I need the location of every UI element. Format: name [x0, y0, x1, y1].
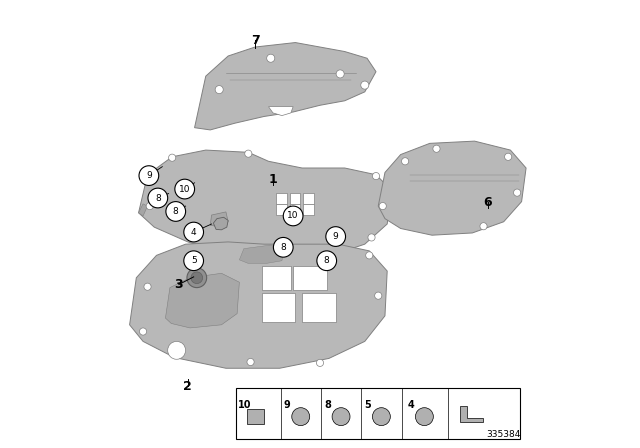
Text: 8: 8 — [324, 400, 331, 409]
Circle shape — [504, 153, 512, 160]
Text: 8: 8 — [155, 194, 161, 202]
FancyBboxPatch shape — [276, 193, 287, 204]
Circle shape — [191, 272, 203, 284]
Text: 8: 8 — [173, 207, 179, 216]
Text: 9: 9 — [333, 232, 339, 241]
Text: 10: 10 — [287, 211, 299, 220]
Circle shape — [365, 252, 373, 259]
Text: 5: 5 — [191, 256, 196, 265]
Circle shape — [267, 54, 275, 62]
FancyBboxPatch shape — [262, 293, 296, 322]
FancyBboxPatch shape — [303, 193, 314, 204]
Circle shape — [336, 70, 344, 78]
Circle shape — [372, 408, 390, 426]
Circle shape — [187, 268, 207, 288]
Text: 9: 9 — [146, 171, 152, 180]
Circle shape — [139, 166, 159, 185]
Polygon shape — [138, 204, 147, 216]
Text: 335384: 335384 — [486, 430, 521, 439]
Circle shape — [433, 145, 440, 152]
Polygon shape — [269, 107, 293, 116]
Text: 10: 10 — [238, 400, 252, 409]
Circle shape — [316, 359, 324, 366]
Circle shape — [168, 341, 186, 359]
Text: 4: 4 — [408, 400, 414, 409]
Circle shape — [332, 408, 350, 426]
Circle shape — [166, 202, 186, 221]
FancyBboxPatch shape — [236, 388, 520, 439]
FancyBboxPatch shape — [302, 293, 335, 322]
Circle shape — [415, 408, 433, 426]
FancyBboxPatch shape — [289, 204, 300, 215]
Circle shape — [215, 86, 223, 94]
FancyBboxPatch shape — [276, 204, 287, 215]
Text: 7: 7 — [251, 34, 259, 47]
Circle shape — [184, 222, 204, 242]
Polygon shape — [195, 43, 376, 130]
Circle shape — [292, 408, 310, 426]
FancyBboxPatch shape — [289, 193, 300, 204]
Circle shape — [326, 227, 346, 246]
Polygon shape — [378, 141, 526, 235]
Polygon shape — [213, 217, 228, 230]
Text: 1: 1 — [269, 172, 277, 186]
Polygon shape — [460, 406, 483, 422]
Circle shape — [168, 154, 176, 161]
Circle shape — [480, 223, 487, 230]
FancyBboxPatch shape — [262, 266, 291, 290]
Circle shape — [284, 206, 303, 226]
Text: 2: 2 — [184, 379, 192, 393]
Circle shape — [372, 172, 380, 180]
Polygon shape — [210, 212, 228, 226]
Text: 10: 10 — [179, 185, 191, 194]
Circle shape — [184, 251, 204, 271]
Text: 8: 8 — [324, 256, 330, 265]
Circle shape — [247, 358, 254, 366]
Circle shape — [140, 328, 147, 335]
Circle shape — [144, 283, 151, 290]
Text: 3: 3 — [175, 278, 183, 291]
Circle shape — [273, 237, 293, 257]
Circle shape — [361, 81, 369, 89]
Polygon shape — [129, 242, 387, 368]
FancyBboxPatch shape — [293, 266, 326, 290]
Polygon shape — [165, 273, 239, 328]
Text: 8: 8 — [280, 243, 286, 252]
Text: 9: 9 — [284, 400, 291, 409]
Circle shape — [374, 292, 382, 299]
Circle shape — [513, 189, 521, 196]
Circle shape — [379, 202, 387, 210]
Text: 5: 5 — [365, 400, 371, 409]
Circle shape — [368, 234, 375, 241]
FancyBboxPatch shape — [247, 409, 264, 424]
Text: 4: 4 — [191, 228, 196, 237]
Text: 6: 6 — [484, 196, 492, 209]
Circle shape — [401, 158, 409, 165]
Circle shape — [148, 188, 168, 208]
Polygon shape — [239, 245, 284, 263]
Circle shape — [146, 202, 154, 210]
Polygon shape — [138, 150, 392, 259]
Circle shape — [317, 251, 337, 271]
Circle shape — [244, 150, 252, 157]
Circle shape — [175, 179, 195, 199]
FancyBboxPatch shape — [303, 204, 314, 215]
